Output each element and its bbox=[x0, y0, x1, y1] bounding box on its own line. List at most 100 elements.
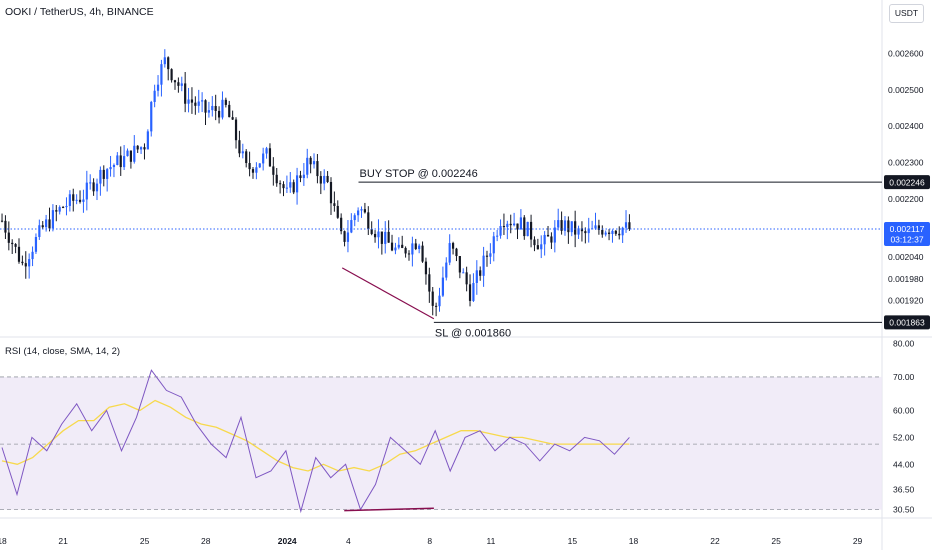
candle-body bbox=[170, 69, 173, 81]
candle-body bbox=[167, 57, 170, 70]
candle-body bbox=[116, 155, 119, 166]
candle-body bbox=[38, 225, 41, 237]
candle-body bbox=[248, 163, 251, 170]
time-axis-tick: 29 bbox=[853, 536, 863, 546]
candle-body bbox=[316, 161, 319, 177]
rsi-trendline[interactable] bbox=[344, 507, 434, 512]
candle-body bbox=[451, 243, 455, 249]
candle-body bbox=[150, 101, 153, 132]
candle-body bbox=[614, 230, 617, 234]
stop-loss-price-tag bbox=[884, 315, 930, 330]
candle-body bbox=[601, 229, 604, 235]
time-axis-tick: 25 bbox=[771, 536, 781, 546]
candle-body bbox=[126, 150, 129, 157]
candle-body bbox=[387, 231, 390, 243]
candle-body bbox=[211, 105, 214, 111]
candle-body bbox=[173, 80, 177, 83]
time-axis-tick: 18 bbox=[629, 536, 639, 546]
candle-body bbox=[255, 167, 258, 173]
candle-body bbox=[17, 246, 21, 262]
candle-body bbox=[414, 243, 417, 250]
candle-body bbox=[570, 221, 573, 233]
candle-body bbox=[279, 183, 282, 185]
candle-body bbox=[404, 247, 407, 254]
candle-body bbox=[502, 226, 506, 228]
time-axis-tick: 18 bbox=[0, 536, 7, 546]
candle-body bbox=[435, 305, 438, 307]
candle-body bbox=[187, 99, 190, 104]
candle-body bbox=[523, 217, 526, 237]
candle-body bbox=[475, 270, 478, 283]
candle-body bbox=[533, 239, 536, 246]
candle-body bbox=[441, 277, 444, 296]
candle-body bbox=[156, 84, 160, 91]
candle-body bbox=[272, 166, 275, 175]
candle-body bbox=[146, 131, 149, 150]
candle-body bbox=[485, 255, 489, 257]
candle-body bbox=[133, 145, 136, 162]
candle-body bbox=[58, 207, 61, 212]
candle-body bbox=[24, 263, 27, 267]
candle-body bbox=[428, 274, 431, 292]
candle-body bbox=[445, 262, 448, 278]
time-axis-tick: 15 bbox=[568, 536, 578, 546]
candle-body bbox=[14, 244, 17, 247]
candle-body bbox=[68, 194, 71, 206]
candle-body bbox=[251, 169, 255, 173]
candle-body bbox=[536, 245, 539, 250]
candle-body bbox=[516, 223, 519, 230]
candle-body bbox=[123, 156, 126, 168]
candle-body bbox=[136, 145, 139, 150]
candle-body bbox=[329, 181, 333, 204]
candle-body bbox=[265, 148, 268, 154]
candle-body bbox=[550, 236, 553, 243]
price-trendline[interactable] bbox=[341, 267, 435, 320]
candle-body bbox=[245, 151, 248, 164]
price-axis-tick: 0.002300 bbox=[888, 158, 924, 168]
candle-body bbox=[190, 99, 194, 103]
candle-body bbox=[163, 57, 166, 65]
buy-stop-label: BUY STOP @ 0.002246 bbox=[360, 168, 478, 180]
candle-body bbox=[61, 207, 65, 209]
candle-body bbox=[75, 199, 78, 201]
candle-body bbox=[106, 169, 109, 179]
candle-body bbox=[0, 220, 4, 222]
candle-body bbox=[197, 101, 200, 106]
candle-body bbox=[323, 175, 326, 184]
candle-body bbox=[343, 231, 346, 242]
candle-body bbox=[479, 270, 482, 276]
rsi-axis-tick: 60.00 bbox=[893, 406, 915, 416]
current-price-text: 0.002117 bbox=[890, 224, 925, 234]
candle-body bbox=[312, 161, 316, 165]
candle-body bbox=[563, 220, 567, 231]
bar-countdown-text: 03:12:37 bbox=[890, 235, 923, 245]
candle-body bbox=[513, 223, 516, 226]
time-axis-tick: 2024 bbox=[278, 536, 297, 546]
candle-body bbox=[214, 105, 217, 111]
price-axis-tick: 0.001980 bbox=[888, 274, 924, 284]
candle-body bbox=[160, 64, 163, 85]
candle-body bbox=[221, 99, 224, 118]
currency-badge[interactable]: USDT bbox=[889, 4, 924, 23]
candle-body bbox=[319, 176, 322, 184]
candle-body bbox=[292, 182, 295, 193]
candle-body bbox=[384, 231, 387, 244]
candle-body bbox=[594, 225, 597, 229]
candle-body bbox=[394, 247, 397, 251]
buy-stop-price-tag bbox=[884, 175, 930, 190]
candle-body bbox=[234, 119, 238, 141]
candle-body bbox=[207, 110, 211, 113]
candle-body bbox=[621, 227, 624, 236]
candle-body bbox=[584, 231, 587, 234]
candle-body bbox=[204, 100, 207, 113]
candle-body bbox=[302, 174, 305, 179]
candle-body bbox=[363, 209, 367, 213]
price-axis-tick: 0.002500 bbox=[888, 85, 924, 95]
candle-body bbox=[7, 232, 10, 243]
candle-body bbox=[21, 261, 24, 264]
candle-body bbox=[336, 205, 339, 218]
candle-body bbox=[85, 182, 88, 200]
candle-body bbox=[468, 284, 472, 301]
candle-body bbox=[421, 245, 424, 262]
